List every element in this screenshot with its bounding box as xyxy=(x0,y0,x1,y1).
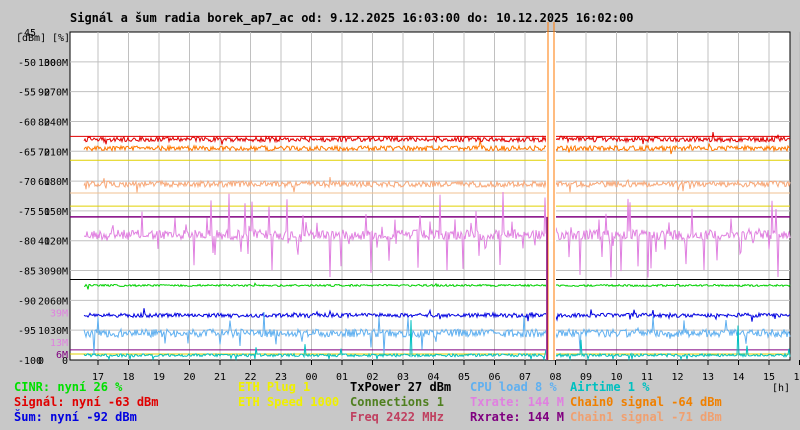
y-tick-dbm: -90 xyxy=(18,296,36,307)
y-tick-percent: 80 xyxy=(38,117,50,128)
y-tick-percent: 50 xyxy=(38,207,50,218)
x-tick-label: 07 xyxy=(519,372,531,383)
x-tick-label: 23 xyxy=(275,372,287,383)
legend-item: Chain1 signal -71 dBm xyxy=(570,410,722,424)
airtime-series xyxy=(83,320,791,361)
percent-axis-header: [%] xyxy=(52,33,70,44)
x-tick-label: 15 xyxy=(763,372,775,383)
x-tick-label: 01 xyxy=(336,372,348,383)
x-tick-label: 20 xyxy=(183,372,195,383)
y-tick-rate: 30M xyxy=(50,326,68,337)
x-tick-label: 12 xyxy=(671,372,683,383)
dropout-gap xyxy=(546,32,556,360)
legend-item: Txrate: 144 M xyxy=(470,395,564,409)
legend-item: Chain0 signal -64 dBm xyxy=(570,395,722,409)
x-tick-label: 05 xyxy=(458,372,470,383)
y-tick-dbm: -65 xyxy=(18,147,36,158)
cinr-series xyxy=(84,282,791,290)
x-tick-label: 10 xyxy=(610,372,622,383)
y-tick-rate: 300M xyxy=(44,58,68,69)
y-tick-dbm: -45 xyxy=(18,28,36,39)
y-tick-rate: 270M xyxy=(44,88,68,99)
y-tick-dbm: -60 xyxy=(18,117,36,128)
y-tick-percent: 40 xyxy=(38,237,50,248)
x-tick-label: 22 xyxy=(244,372,256,383)
legend-item: Connections 1 xyxy=(350,395,444,409)
legend-item: Airtime 1 % xyxy=(570,380,650,394)
x-tick-label: 19 xyxy=(153,372,165,383)
y-tick-rate: 240M xyxy=(44,117,68,128)
x-tick-label: 13 xyxy=(702,372,714,383)
legend-item: Rxrate: 144 M xyxy=(470,410,564,424)
noise-series xyxy=(83,308,791,322)
legend-item: Signál: nyní -63 dBm xyxy=(14,395,159,409)
x-tick-label: 18 xyxy=(122,372,134,383)
y-tick-percent: 10 xyxy=(38,326,50,337)
y-tick-rate: 120M xyxy=(44,237,68,248)
x-tick-label: 02 xyxy=(366,372,378,383)
y-tick-percent: 70 xyxy=(38,147,50,158)
inner-rate-label: 39M xyxy=(50,308,68,319)
y-tick-dbm: -50 xyxy=(18,58,36,69)
legend-item: CINR: nyní 26 % xyxy=(14,380,123,394)
inner-rate-label: 6M xyxy=(56,350,68,361)
y-tick-dbm: -85 xyxy=(18,267,36,278)
y-tick-rate: 0 xyxy=(62,356,68,367)
y-tick-rate: 210M xyxy=(44,147,68,158)
y-tick-rate: 90M xyxy=(50,267,68,278)
legend-item: TxPower 27 dBm xyxy=(350,380,452,394)
y-tick-percent: 0 xyxy=(38,356,44,367)
y-tick-dbm: -70 xyxy=(18,177,36,188)
chain0-series xyxy=(83,139,791,155)
y-tick-rate: 60M xyxy=(50,296,68,307)
inner-rate-label: 13M xyxy=(50,338,68,349)
legend-item: Šum: nyní -92 dBm xyxy=(14,410,137,424)
x-tick-label: 11 xyxy=(641,372,653,383)
legend-item: ETH Speed 1000 xyxy=(238,395,340,409)
legend-item: Freq 2422 MHz xyxy=(350,410,444,424)
y-tick-dbm: -55 xyxy=(18,88,36,99)
x-tick-label: 04 xyxy=(427,372,439,383)
legend-item: CPU load 8 % xyxy=(470,380,557,394)
y-tick-percent: 30 xyxy=(38,267,50,278)
chain1-series xyxy=(83,177,791,193)
x-axis-unit: [h] xyxy=(772,383,790,394)
legend-item: ETH Plug 1 xyxy=(238,380,311,394)
x-tick-label: 00 xyxy=(305,372,317,383)
signal-series xyxy=(83,132,791,145)
axes-layer: -45-50-55-60-65-70-75-80-85-90-95-100100… xyxy=(18,28,800,383)
chart-title: Signál a šum radia borek_ap7_ac od: 9.12… xyxy=(70,11,634,26)
y-tick-dbm: -95 xyxy=(18,326,36,337)
x-tick-label: 16 xyxy=(793,372,800,383)
x-tick-label: 21 xyxy=(214,372,226,383)
dbm-axis-header: [dBm] xyxy=(16,33,46,44)
series-layer xyxy=(70,22,791,361)
y-tick-dbm: -80 xyxy=(18,237,36,248)
x-tick-label: 06 xyxy=(488,372,500,383)
x-tick-label: 17 xyxy=(92,372,104,383)
y-tick-percent: 90 xyxy=(38,88,50,99)
y-tick-rate: 150M xyxy=(44,207,68,218)
x-tick-label: 08 xyxy=(549,372,561,383)
x-tick-label: 09 xyxy=(580,372,592,383)
y-tick-dbm: -100 xyxy=(18,356,42,367)
y-tick-percent: 100 xyxy=(38,58,56,69)
y-tick-dbm: -75 xyxy=(18,207,36,218)
y-tick-percent: 20 xyxy=(38,296,50,307)
y-tick-percent: 60 xyxy=(38,177,50,188)
x-tick-label: 14 xyxy=(732,372,744,383)
y-tick-rate: 180M xyxy=(44,177,68,188)
x-tick-label: 03 xyxy=(397,372,409,383)
cpu-series xyxy=(83,311,791,354)
txrate-series xyxy=(83,191,791,278)
